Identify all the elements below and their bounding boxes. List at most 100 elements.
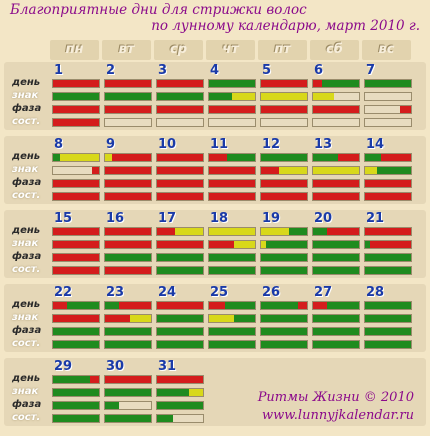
bar-phase: [104, 327, 152, 336]
bar-day: [260, 227, 308, 236]
bar-sign: [156, 166, 204, 175]
day-cell[interactable]: 30: [104, 358, 152, 426]
day-cell[interactable]: 18: [208, 210, 256, 278]
day-cell[interactable]: 25: [208, 284, 256, 352]
bar-phase: [52, 327, 100, 336]
row-label-phase: фаза: [12, 177, 42, 188]
bar-segment: [105, 93, 151, 100]
day-cell[interactable]: 19: [260, 210, 308, 278]
week-row-4: день знак фаза сост. 22 23 24 25 26 27 28: [4, 284, 426, 352]
day-cell[interactable]: 10: [156, 136, 204, 204]
bar-sign: [364, 240, 412, 249]
bar-segment: [326, 228, 359, 235]
footer-url[interactable]: www.lunnyjkalendar.ru: [261, 408, 414, 423]
day-cell[interactable]: 28: [364, 284, 412, 352]
bar-segment: [313, 328, 359, 335]
bar-sign: [52, 92, 100, 101]
day-number: 3: [158, 63, 168, 78]
bar-segment: [105, 328, 151, 335]
bar-segment: [157, 228, 176, 235]
row-label-phase: фаза: [12, 399, 42, 410]
row-label-state: сост.: [12, 338, 41, 349]
row-label-day: день: [12, 299, 41, 310]
bar-sost: [260, 118, 308, 127]
day-cell[interactable]: 8: [52, 136, 100, 204]
bar-sign: [104, 388, 152, 397]
bar-day: [364, 79, 412, 88]
day-cell[interactable]: 24: [156, 284, 204, 352]
bar-segment: [105, 154, 112, 161]
day-number: 25: [210, 285, 229, 300]
day-cell[interactable]: 21: [364, 210, 412, 278]
bar-sign: [312, 240, 360, 249]
bar-phase: [260, 327, 308, 336]
bar-segment: [209, 154, 228, 161]
bar-segment: [105, 241, 151, 248]
day-cell[interactable]: 17: [156, 210, 204, 278]
bar-segment: [118, 302, 151, 309]
day-number: 1: [54, 63, 64, 78]
bar-segment: [105, 267, 151, 274]
bar-day: [52, 375, 100, 384]
bar-segment: [157, 254, 203, 261]
bar-phase: [260, 253, 308, 262]
day-cell[interactable]: 4: [208, 62, 256, 130]
bar-segment: [365, 241, 370, 248]
bar-segment: [365, 80, 411, 87]
bar-sost: [156, 192, 204, 201]
day-cell[interactable]: 16: [104, 210, 152, 278]
bar-sost: [312, 118, 360, 127]
bar-segment: [261, 193, 307, 200]
day-cell[interactable]: 13: [312, 136, 360, 204]
day-cell[interactable]: 23: [104, 284, 152, 352]
day-cell[interactable]: 26: [260, 284, 308, 352]
bar-segment: [157, 402, 203, 409]
day-cell[interactable]: 31: [156, 358, 204, 426]
row-label-phase: фаза: [12, 325, 42, 336]
bar-sign: [104, 314, 152, 323]
day-cell[interactable]: 29: [52, 358, 100, 426]
bar-phase: [260, 179, 308, 188]
bar-segment: [376, 167, 411, 174]
day-cell[interactable]: 3: [156, 62, 204, 130]
bar-segment: [53, 315, 99, 322]
bar-segment: [157, 193, 203, 200]
bar-segment: [261, 106, 307, 113]
bar-day: [208, 79, 256, 88]
day-cell[interactable]: 15: [52, 210, 100, 278]
day-cell[interactable]: 20: [312, 210, 360, 278]
day-cell[interactable]: 7: [364, 62, 412, 130]
day-cell[interactable]: 9: [104, 136, 152, 204]
bar-phase: [364, 327, 412, 336]
bar-segment: [105, 376, 151, 383]
bar-sign: [208, 92, 256, 101]
bar-day: [260, 79, 308, 88]
bar-day: [156, 301, 204, 310]
bar-sign: [312, 92, 360, 101]
bar-segment: [209, 228, 255, 235]
day-cell[interactable]: 14: [364, 136, 412, 204]
day-number: 4: [210, 63, 220, 78]
bar-segment: [105, 254, 151, 261]
day-cell[interactable]: 1: [52, 62, 100, 130]
day-cell[interactable]: 12: [260, 136, 308, 204]
day-cell[interactable]: 22: [52, 284, 100, 352]
day-cell[interactable]: 6: [312, 62, 360, 130]
bar-segment: [53, 119, 99, 126]
day-number: 23: [106, 285, 125, 300]
weekday-1: вт: [102, 40, 151, 60]
bar-segment: [189, 389, 203, 396]
weekday-6: вс: [362, 40, 411, 60]
day-number: 31: [158, 359, 177, 374]
day-cell[interactable]: 2: [104, 62, 152, 130]
day-cell[interactable]: 5: [260, 62, 308, 130]
day-cell[interactable]: 11: [208, 136, 256, 204]
day-number: 21: [366, 211, 385, 226]
footer-copyright: Ритмы Жизни © 2010: [257, 390, 414, 405]
day-cell[interactable]: 27: [312, 284, 360, 352]
bar-sost: [156, 118, 204, 127]
bar-day: [260, 301, 308, 310]
bar-sost: [104, 340, 152, 349]
bar-phase: [156, 401, 204, 410]
bar-segment: [227, 154, 255, 161]
